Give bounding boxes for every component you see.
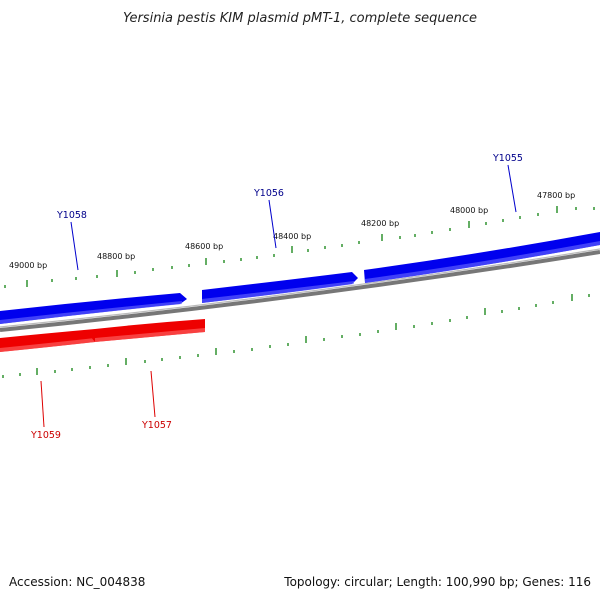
tick-label: 48200 bp xyxy=(361,219,399,228)
gene-leader-lines xyxy=(40,164,517,428)
tick-label: 49000 bp xyxy=(9,261,47,270)
sequence-backbone xyxy=(0,248,600,332)
gene-label-y1056[interactable]: Y1056 xyxy=(253,188,284,199)
gene-label-y1057[interactable]: Y1057 xyxy=(141,420,172,431)
reverse-strand-genes xyxy=(0,319,205,352)
gene-label-y1058[interactable]: Y1058 xyxy=(56,210,87,221)
gene-label-y1059[interactable]: Y1059 xyxy=(30,430,61,441)
forward-strand-genes xyxy=(0,232,600,324)
tick-label: 47800 bp xyxy=(537,191,575,200)
gene-arrow-y1055[interactable] xyxy=(364,232,600,283)
outer-tick-track xyxy=(4,206,595,288)
tick-label: 48600 bp xyxy=(185,242,223,251)
map-title: Yersinia pestis KIM plasmid pMT-1, compl… xyxy=(123,11,477,26)
gene-label-y1055[interactable]: Y1055 xyxy=(492,153,523,164)
tick-label: 48000 bp xyxy=(450,206,488,215)
tick-label: 48800 bp xyxy=(97,252,135,261)
tick-label: 48400 bp xyxy=(273,232,311,241)
inner-tick-track xyxy=(2,294,590,378)
accession-text: Accession: NC_004838 xyxy=(9,575,145,589)
topology-summary: Topology: circular; Length: 100,990 bp; … xyxy=(283,575,591,589)
